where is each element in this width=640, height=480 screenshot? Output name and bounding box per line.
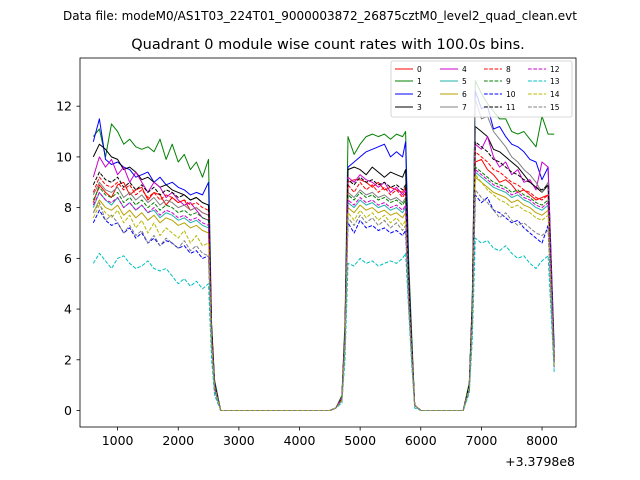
legend-label-2: 2 [417,90,422,99]
y-tick-label: 8 [64,200,72,215]
chart-title: Quadrant 0 module wise count rates with … [131,37,525,53]
x-offset-label: +3.3798e8 [505,454,575,469]
legend-label-12: 12 [550,65,560,74]
legend-label-15: 15 [550,103,560,112]
legend-label-9: 9 [506,77,511,86]
x-tick-label: 8000 [526,433,558,448]
series-line-13 [92,237,555,411]
axes-frame [79,57,577,428]
x-tick-label: 2000 [162,433,194,448]
x-tick-label: 7000 [466,433,498,448]
y-tick-label: 4 [64,302,72,317]
x-tick-label: 5000 [344,433,376,448]
y-tick-label: 2 [64,352,72,367]
legend-label-11: 11 [506,103,516,112]
figure-suptitle: Data file: modeM0/AS1T03_224T01_90000038… [63,9,577,23]
legend-label-10: 10 [506,90,516,99]
x-tick-label: 1000 [102,433,134,448]
series-line-15 [92,189,555,411]
legend-label-7: 7 [462,103,467,112]
legend-label-14: 14 [550,90,560,99]
legend-label-1: 1 [417,77,422,86]
plot-area: 1000 2000 3000 4000 5000 6000 7000 800002468101… [56,57,577,448]
legend-label-6: 6 [462,90,467,99]
legend-label-8: 8 [506,65,511,74]
legend-label-13: 13 [550,77,560,86]
series-line-8 [92,151,555,411]
x-tick-label: 6000 [405,433,437,448]
legend-frame [390,60,573,118]
y-tick-label: 12 [56,99,72,114]
legend-label-4: 4 [462,65,467,74]
x-tick-label: 4000 [284,433,316,448]
y-tick-label: 6 [64,251,72,266]
legend-label-0: 0 [417,65,422,74]
legend-label-5: 5 [462,77,467,86]
y-tick-label: 10 [56,149,72,164]
legend-label-3: 3 [417,103,422,112]
y-tick-label: 0 [64,403,72,418]
x-tick-label: 3000 [223,433,255,448]
